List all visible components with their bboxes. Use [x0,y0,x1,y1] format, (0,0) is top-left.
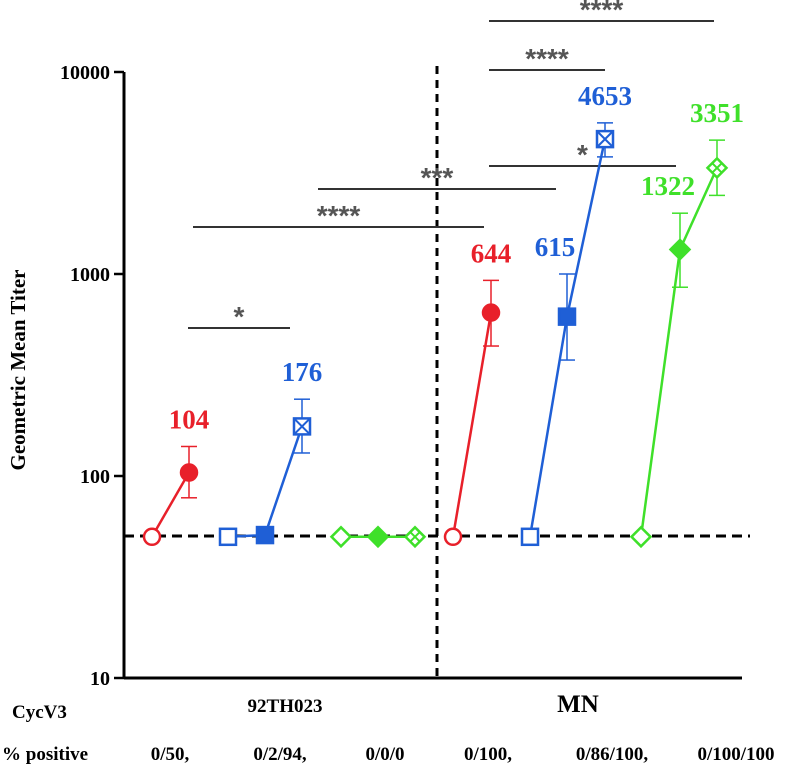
data-point-diamond-open [629,525,653,549]
series-mn-red: 644 [443,238,512,547]
data-label: 615 [535,232,576,262]
percent-positive-value: 0/2/94, [253,744,307,765]
y-axis-title: Geometric Mean Titer [6,270,30,471]
percent-positive-value: 0/100/100 [697,744,774,765]
significance-label: * [234,301,245,332]
data-point-diamond-cross [705,156,729,180]
significance-label: **** [317,200,361,231]
series-line [227,426,304,539]
significance-bracket: **** [193,200,484,231]
data-point-circle-filled [481,303,501,322]
data-point-square-filled [255,525,275,545]
data-point-diamond-cross [403,525,427,549]
series-92th023-red: 104 [142,404,210,547]
significance-label: **** [525,43,569,74]
data-label: 104 [169,404,210,434]
series-line [639,167,719,537]
y-tick-label: 10000 [60,62,110,84]
data-point-circle-open [443,527,463,547]
data-label: 644 [471,238,512,268]
significance-bracket: * [489,139,676,170]
data-point-square-open [218,527,238,547]
significance-label: * [577,139,588,170]
percent-positive-value: 0/50, [151,744,190,765]
data-point-diamond-filled [366,525,390,549]
significance-bracket: **** [489,0,714,25]
data-label: 3351 [690,98,744,128]
y-tick-label: 1000 [70,264,110,286]
data-point-circle-open [142,527,162,547]
series-92th023-blue: 176 [218,357,323,547]
panel-label-92th023: 92TH023 [248,696,323,717]
significance-label: **** [580,0,624,25]
panel-label-mn: MN [557,691,599,718]
data-point-diamond-open [329,525,353,549]
series-line [451,312,493,538]
data-label: 4653 [578,81,632,111]
data-point-square-filled [557,307,577,326]
data-point-square-cross [595,129,615,149]
significance-bracket: **** [489,43,605,74]
row-label-percent-positive: % positive [2,744,88,765]
data-point-square-cross [292,417,312,436]
significance-bracket: *** [318,162,556,193]
percent-positive-value: 0/100, [464,744,512,765]
significance-bracket: * [188,301,290,332]
row-label-cycv3: CycV3 [12,702,67,723]
data-label: 1322 [641,171,695,201]
data-point-circle-filled [179,463,199,482]
data-point-diamond-filled [668,238,692,261]
data-point-square-open [520,527,540,547]
y-tick-label: 10 [90,668,110,690]
percent-positive-value: 0/86/100, [576,744,649,765]
significance-label: *** [421,162,454,193]
y-tick-label: 100 [80,466,110,488]
series-line [150,471,191,538]
series-mn-green: 3351 1322 [629,98,744,549]
percent-positive-value: 0/0/0 [365,744,404,765]
data-label: 176 [282,357,323,387]
series-mn-blue: 4653 615 [520,81,632,547]
series-92th023-green [329,525,427,549]
